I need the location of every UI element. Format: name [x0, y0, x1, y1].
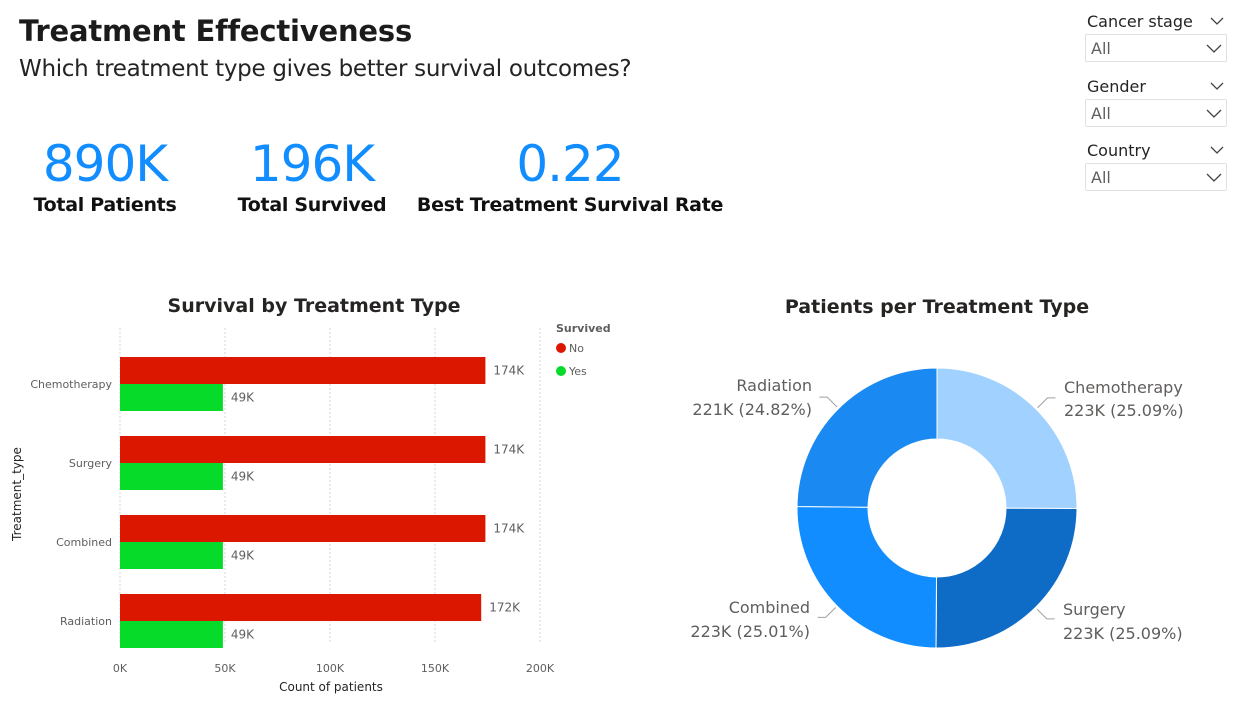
bar-no-surgery[interactable]: [120, 436, 486, 463]
donut-data-labels: Chemotherapy 223K (25.09%) Surgery 223K (25…: [690, 376, 1183, 643]
donut-slice-combined[interactable]: [796, 506, 938, 649]
kpi-best-rate: 0.22 Best Treatment Survival Rate: [415, 134, 725, 216]
bar-no-radiation[interactable]: [120, 594, 482, 621]
donut-slice-surgery[interactable]: [935, 507, 1078, 649]
gender-slicer: Gender All: [1085, 73, 1227, 127]
kpi-total-survived: 196K Total Survived: [232, 134, 392, 216]
survival-bar-chart: Survival by Treatment Type 174K 49K 174K 49…: [10, 295, 611, 694]
cancer-stage-slicer: Cancer stage All: [1085, 8, 1227, 62]
bar-yes-chemotherapy[interactable]: [120, 384, 223, 411]
kpi-total-survived-label: Total Survived: [237, 194, 387, 216]
page-subtitle: Which treatment type gives better surviv…: [19, 56, 632, 82]
donut-value-label: 221K (24.82%): [692, 400, 812, 419]
legend-title: Survived: [556, 322, 611, 335]
donut-slice-radiation[interactable]: [796, 367, 938, 508]
donut-category-label: Chemotherapy: [1064, 378, 1183, 397]
page-title: Treatment Effectiveness: [19, 14, 413, 48]
donut-category-label: Surgery: [1063, 600, 1126, 619]
bar-yes-combined[interactable]: [120, 542, 223, 569]
bar-data-label: 172K: [489, 601, 521, 615]
bar-chart-bars: [120, 357, 486, 648]
donut-leader-line: [1037, 397, 1056, 409]
chevron-down-icon: [1206, 173, 1222, 182]
donut-leader-line: [819, 396, 838, 408]
legend-no-marker: [556, 343, 566, 353]
chevron-down-icon: [1210, 17, 1224, 25]
bar-data-label: 174K: [493, 522, 525, 536]
donut-leader-line: [1036, 608, 1055, 620]
donut-category-label: Radiation: [736, 376, 812, 395]
x-tick-label: 0K: [113, 662, 128, 675]
kpi-total-patients: 890K Total Patients: [30, 134, 180, 216]
bar-no-chemotherapy[interactable]: [120, 357, 486, 384]
chevron-down-icon: [1210, 82, 1224, 90]
x-tick-label: 200K: [526, 662, 555, 675]
gender-label: Gender: [1087, 76, 1146, 96]
donut-value-label: 223K (25.09%): [1063, 624, 1183, 643]
country-label: Country: [1087, 140, 1151, 160]
bar-chart-x-ticks: 0K 50K 100K 150K 200K: [113, 662, 555, 675]
cancer-stage-slicer-header[interactable]: Cancer stage: [1085, 8, 1227, 34]
legend-no-label[interactable]: No: [569, 342, 584, 355]
bar-yes-radiation[interactable]: [120, 621, 223, 648]
kpi-total-patients-label: Total Patients: [33, 194, 177, 216]
bar-data-label: 49K: [231, 549, 255, 563]
kpi-best-rate-value: 0.22: [516, 135, 624, 193]
donut-value-label: 223K (25.01%): [690, 622, 810, 641]
country-value: All: [1091, 167, 1111, 187]
donut-value-label: 223K (25.09%): [1064, 401, 1184, 420]
bar-no-combined[interactable]: [120, 515, 486, 542]
x-tick-label: 50K: [214, 662, 236, 675]
donut-leader-line: [817, 607, 837, 618]
bar-chart-x-axis-title: Count of patients: [279, 680, 383, 694]
cancer-stage-dropdown[interactable]: All: [1085, 34, 1227, 62]
bar-data-label: 49K: [231, 470, 255, 484]
gender-value: All: [1091, 103, 1111, 123]
bar-chart-y-axis-title: Treatment_type: [10, 447, 24, 542]
bar-chart-title: Survival by Treatment Type: [168, 295, 461, 317]
donut-chart-title: Patients per Treatment Type: [785, 296, 1089, 318]
chevron-down-icon: [1206, 44, 1222, 53]
category-label: Combined: [56, 536, 112, 549]
bar-data-label: 49K: [231, 628, 255, 642]
x-tick-label: 100K: [316, 662, 345, 675]
bar-data-label: 49K: [231, 391, 255, 405]
patients-donut-chart: Patients per Treatment Type Chemotherapy…: [690, 296, 1184, 649]
bar-chart-category-labels: Chemotherapy Surgery Combined Radiation: [30, 378, 112, 628]
category-label: Surgery: [69, 457, 113, 470]
country-dropdown[interactable]: All: [1085, 163, 1227, 191]
cancer-stage-label: Cancer stage: [1087, 11, 1193, 31]
legend-yes-label[interactable]: Yes: [568, 365, 587, 378]
donut-slices: [796, 367, 1078, 649]
bar-chart-data-labels: 174K 49K 174K 49K 174K 49K 172K 49K: [231, 364, 525, 642]
cancer-stage-value: All: [1091, 38, 1111, 58]
kpi-total-patients-value: 890K: [42, 135, 168, 193]
chevron-down-icon: [1206, 109, 1222, 118]
kpi-best-rate-label: Best Treatment Survival Rate: [416, 194, 724, 216]
category-label: Chemotherapy: [30, 378, 112, 391]
bar-data-label: 174K: [493, 443, 525, 457]
donut-category-label: Combined: [729, 598, 810, 617]
legend-yes-marker: [556, 366, 566, 376]
bar-chart-legend: Survived No Yes: [556, 322, 611, 378]
country-slicer: Country All: [1085, 137, 1227, 191]
kpi-total-survived-value: 196K: [249, 135, 375, 193]
chevron-down-icon: [1210, 146, 1224, 154]
x-tick-label: 150K: [421, 662, 450, 675]
category-label: Radiation: [60, 615, 112, 628]
donut-slice-chemotherapy[interactable]: [936, 367, 1078, 509]
country-slicer-header[interactable]: Country: [1085, 137, 1227, 163]
bar-yes-surgery[interactable]: [120, 463, 223, 490]
gender-dropdown[interactable]: All: [1085, 99, 1227, 127]
gender-slicer-header[interactable]: Gender: [1085, 73, 1227, 99]
bar-data-label: 174K: [493, 364, 525, 378]
